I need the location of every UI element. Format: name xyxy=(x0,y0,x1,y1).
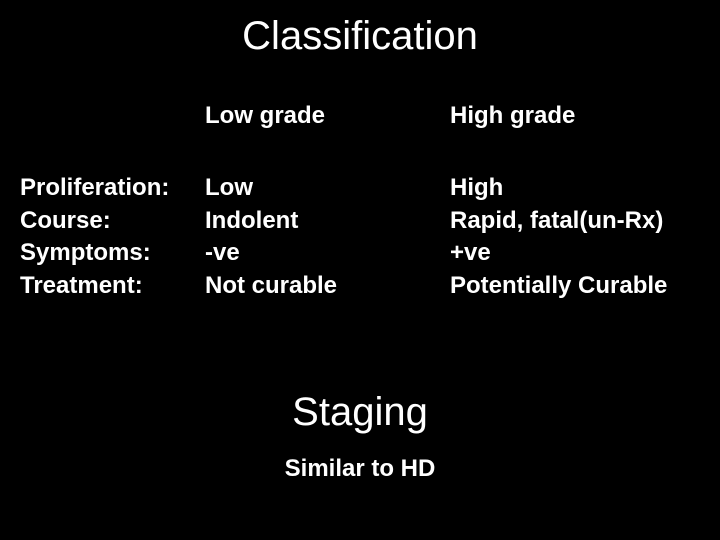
header-high-grade: High grade xyxy=(450,100,710,132)
row-label: Symptoms: xyxy=(20,237,205,269)
table-row: Course: Indolent Rapid, fatal(un-Rx) xyxy=(20,205,710,237)
slide-footer: Similar to HD xyxy=(0,455,720,483)
row-high: Rapid, fatal(un-Rx) xyxy=(450,205,710,237)
row-low: Not curable xyxy=(205,270,450,302)
table-header-row: Low grade High grade xyxy=(20,100,710,132)
row-label: Treatment: xyxy=(20,270,205,302)
row-high: Potentially Curable xyxy=(450,270,710,302)
row-low: -ve xyxy=(205,237,450,269)
row-low: Indolent xyxy=(205,205,450,237)
row-label: Proliferation: xyxy=(20,172,205,204)
table-row: Treatment: Not curable Potentially Curab… xyxy=(20,270,710,302)
row-low: Low xyxy=(205,172,450,204)
row-high: High xyxy=(450,172,710,204)
slide-title: Classification xyxy=(0,0,720,59)
table-row: Symptoms: -ve +ve xyxy=(20,237,710,269)
slide-subtitle: Staging xyxy=(0,390,720,435)
header-low-grade: Low grade xyxy=(205,100,450,132)
classification-table: Low grade High grade Proliferation: Low … xyxy=(20,100,710,302)
table-row: Proliferation: Low High xyxy=(20,172,710,204)
slide: Classification Low grade High grade Prol… xyxy=(0,0,720,540)
header-blank xyxy=(20,100,205,132)
row-label: Course: xyxy=(20,205,205,237)
row-high: +ve xyxy=(450,237,710,269)
